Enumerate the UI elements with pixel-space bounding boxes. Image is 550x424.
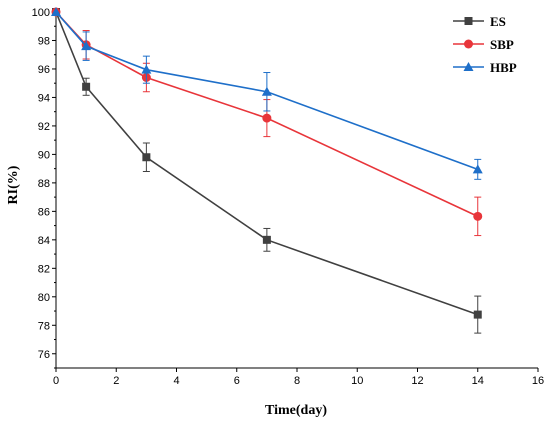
- data-point-es: [473, 310, 482, 319]
- x-tick-label: 12: [411, 375, 423, 387]
- legend-marker-es: [464, 17, 473, 25]
- y-tick-label: 76: [38, 349, 50, 361]
- axes: 0 2 4 6 8 10 12 14 16 76 78 80 82 84 86 88 90 92 94 96 98 100: [32, 7, 544, 387]
- legend-item-es: ES: [453, 14, 506, 29]
- legend-label-es: ES: [490, 14, 506, 29]
- data-point-es: [262, 235, 271, 244]
- x-axis-title: Time(day): [265, 403, 327, 418]
- y-tick-label: 86: [38, 206, 50, 218]
- y-tick-label: 94: [38, 92, 50, 104]
- legend-item-hbp: HBP: [453, 60, 517, 75]
- data-point-hbp: [261, 86, 272, 96]
- series-hbp: [51, 7, 483, 180]
- y-tick-label: 82: [38, 263, 50, 275]
- x-tick-label: 4: [173, 375, 179, 387]
- legend: ES SBP HBP: [453, 14, 517, 75]
- x-tick-label: 0: [53, 375, 59, 387]
- legend-marker-hbp: [463, 62, 474, 71]
- data-point-hbp: [81, 41, 92, 51]
- y-tick-label: 90: [38, 149, 50, 161]
- series-es: [52, 8, 482, 334]
- x-tick-label: 2: [113, 375, 119, 387]
- series-layer: [51, 7, 483, 334]
- x-tick-label: 16: [532, 375, 544, 387]
- data-point-es: [142, 153, 151, 162]
- x-tick-label: 6: [234, 375, 240, 387]
- data-point-hbp: [51, 7, 61, 16]
- data-point-es: [82, 82, 91, 91]
- y-tick-label: 98: [38, 35, 50, 47]
- x-tick-label: 8: [294, 375, 300, 387]
- data-point-sbp: [473, 211, 483, 221]
- legend-label-hbp: HBP: [490, 60, 517, 75]
- data-point-hbp: [141, 64, 152, 74]
- y-tick-label: 84: [38, 235, 50, 247]
- legend-item-sbp: SBP: [453, 37, 514, 52]
- data-point-sbp: [262, 113, 272, 123]
- legend-marker-sbp: [464, 39, 473, 49]
- y-tick-label: 92: [38, 121, 50, 133]
- y-tick-label: 88: [38, 178, 50, 190]
- data-point-hbp: [472, 164, 483, 174]
- y-tick-label: 96: [38, 64, 50, 76]
- series-line-es: [55, 11, 479, 316]
- y-axis-title: RI(%): [6, 165, 21, 204]
- y-tick-label: 80: [38, 292, 50, 304]
- x-tick-label: 14: [472, 375, 484, 387]
- y-tick-label: 100: [32, 7, 50, 19]
- y-tick-label: 78: [38, 320, 50, 332]
- legend-label-sbp: SBP: [490, 37, 514, 52]
- x-tick-label: 10: [351, 375, 363, 387]
